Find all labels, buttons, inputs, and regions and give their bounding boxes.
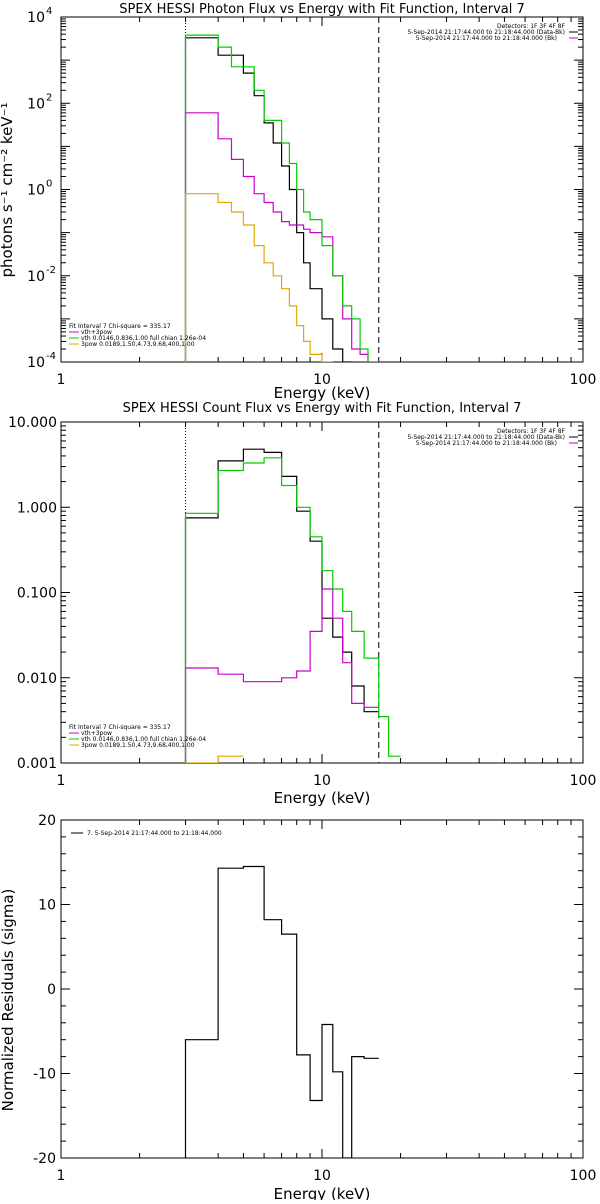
y-tick-label: 20 xyxy=(38,813,56,829)
legend-entry: 3pow 0.0189,1.50,4.73,9.68,400,1.00 xyxy=(81,341,195,348)
legend-entry: 3pow 0.0189,1.50,4.73,9.68,400,1.00 xyxy=(81,742,195,749)
chart-title: SPEX HESSI Photon Flux vs Energy with Fi… xyxy=(119,2,525,17)
legend-entry: 5-Sep-2014 21:17:44.000 to 21:18:44.000 … xyxy=(416,35,557,42)
x-tick-label: 1 xyxy=(57,773,66,789)
legend-entry: Detectors: 1F 3F 4F 8F xyxy=(497,23,566,30)
y-tick-label: 10 xyxy=(27,355,45,371)
legend-entry: 5-Sep-2014 21:17:44.000 to 21:18:44.000 … xyxy=(416,440,557,447)
y-tick-label: 0.010 xyxy=(17,671,57,687)
x-tick-label: 100 xyxy=(570,773,597,789)
legend-entry: 5-Sep-2014 21:17:44.000 to 21:18:44.000 … xyxy=(407,29,565,36)
legend-entry: 7. 5-Sep-2014 21:17:44.000 to 21:18:44.0… xyxy=(87,830,222,837)
series-group xyxy=(184,448,401,763)
y-tick-label-exponent: 0 xyxy=(46,179,52,190)
series-line xyxy=(184,193,333,362)
series-group xyxy=(184,865,379,1158)
chart-title: SPEX HESSI Count Flux vs Energy with Fit… xyxy=(123,401,522,416)
plot-frame xyxy=(60,819,584,1159)
residuals-panel: Energy (keV) Normalized Residuals (sigma… xyxy=(0,813,597,1203)
series-line xyxy=(184,865,379,1158)
legend-entry: vth 0.0146,0.836,1.00 full chian 1.26e-0… xyxy=(81,736,206,743)
series-line xyxy=(184,37,352,362)
legend-entry: Fit Interval 7 Chi-square = 335.17 xyxy=(69,724,171,731)
y-tick-label: 0.001 xyxy=(17,756,57,772)
legend-entry: Detectors: 1F 3F 4F 8F xyxy=(497,428,566,435)
series-line xyxy=(185,755,244,763)
y-tick-label: 10 xyxy=(27,269,45,285)
count-flux-panel: SPEX HESSI Count Flux vs Energy with Fit… xyxy=(8,401,596,807)
series-group xyxy=(184,34,379,362)
x-axis-label: Energy (keV) xyxy=(274,1185,371,1200)
legend-entry: vth 0.0146,0.836,1.00 full chian 1.26e-0… xyxy=(81,335,206,342)
y-tick-label: 10 xyxy=(27,96,45,112)
y-tick-label: 10 xyxy=(27,183,45,199)
x-tick-label: 100 xyxy=(570,1168,597,1184)
y-tick-label: 1.000 xyxy=(17,500,57,516)
y-tick-label: 0.100 xyxy=(17,586,57,602)
x-tick-label: 1 xyxy=(57,372,66,388)
legend-entry: Fit Interval 7 Chi-square = 335.17 xyxy=(69,323,171,330)
y-tick-label: 10 xyxy=(38,898,56,914)
y-tick-label: -20 xyxy=(33,1151,56,1167)
y-tick-label-exponent: -2 xyxy=(46,265,56,276)
x-tick-label: 10 xyxy=(313,372,331,388)
y-tick-label: 10.000 xyxy=(8,415,57,431)
series-line xyxy=(184,448,379,763)
x-tick-label: 1 xyxy=(57,1168,66,1184)
x-axis-label: Energy (keV) xyxy=(274,384,371,402)
legend-entry: vth+3pow xyxy=(81,730,112,737)
y-axis-label: Normalized Residuals (sigma) xyxy=(0,889,17,1112)
x-tick-label: 10 xyxy=(313,1168,331,1184)
y-axis-label: photons s⁻¹ cm⁻² keV⁻¹ xyxy=(0,103,16,278)
x-tick-label: 10 xyxy=(313,773,331,789)
photon-flux-panel: SPEX HESSI Photon Flux vs Energy with Fi… xyxy=(0,2,596,402)
x-tick-label: 100 xyxy=(570,372,597,388)
legend-entry: vth+3pow xyxy=(81,329,112,336)
y-tick-label: 10 xyxy=(27,10,45,26)
series-line xyxy=(184,588,379,763)
legend-entry: 5-Sep-2014 21:17:44.000 to 21:18:44.000 … xyxy=(407,434,565,441)
y-tick-label-exponent: -4 xyxy=(46,351,56,362)
y-tick-label-exponent: 4 xyxy=(46,6,52,17)
y-tick-label-exponent: 2 xyxy=(46,92,52,103)
x-axis-label: Energy (keV) xyxy=(274,789,371,807)
series-line xyxy=(184,457,401,763)
series-line xyxy=(184,34,379,362)
y-tick-label: 0 xyxy=(47,982,56,998)
y-tick-label: -10 xyxy=(33,1067,56,1083)
